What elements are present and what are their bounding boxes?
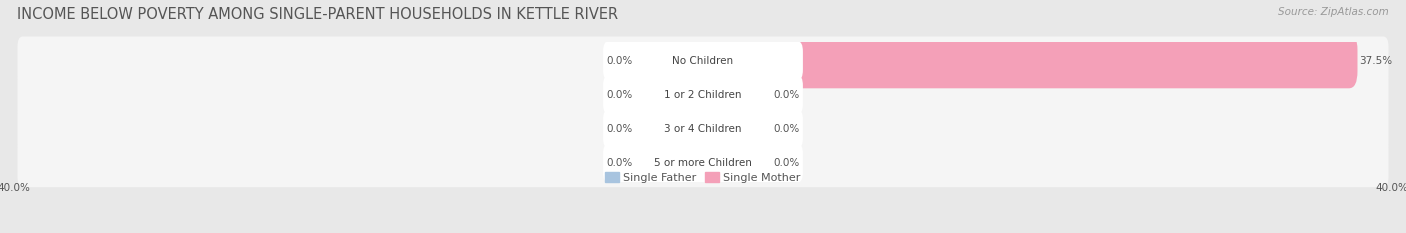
FancyBboxPatch shape [695,67,772,122]
Text: INCOME BELOW POVERTY AMONG SINGLE-PARENT HOUSEHOLDS IN KETTLE RIVER: INCOME BELOW POVERTY AMONG SINGLE-PARENT… [17,7,619,22]
Text: 1 or 2 Children: 1 or 2 Children [664,90,742,100]
FancyBboxPatch shape [17,105,1389,153]
FancyBboxPatch shape [603,110,803,148]
FancyBboxPatch shape [634,101,711,157]
Text: Source: ZipAtlas.com: Source: ZipAtlas.com [1278,7,1389,17]
FancyBboxPatch shape [17,71,1389,119]
FancyBboxPatch shape [603,144,803,182]
Text: 0.0%: 0.0% [606,124,633,134]
Text: 5 or more Children: 5 or more Children [654,158,752,168]
Text: 0.0%: 0.0% [773,158,800,168]
Text: 0.0%: 0.0% [606,90,633,100]
FancyBboxPatch shape [634,33,711,88]
FancyBboxPatch shape [695,101,772,157]
FancyBboxPatch shape [634,67,711,122]
FancyBboxPatch shape [695,135,772,191]
FancyBboxPatch shape [603,41,803,80]
Text: 0.0%: 0.0% [773,124,800,134]
Text: 3 or 4 Children: 3 or 4 Children [664,124,742,134]
Legend: Single Father, Single Mother: Single Father, Single Mother [600,168,806,187]
Text: No Children: No Children [672,56,734,66]
Text: 0.0%: 0.0% [773,90,800,100]
FancyBboxPatch shape [603,75,803,114]
FancyBboxPatch shape [17,37,1389,85]
FancyBboxPatch shape [634,135,711,191]
FancyBboxPatch shape [17,139,1389,187]
FancyBboxPatch shape [695,33,1358,88]
Text: 0.0%: 0.0% [606,56,633,66]
Text: 0.0%: 0.0% [606,158,633,168]
Text: 37.5%: 37.5% [1360,56,1392,66]
